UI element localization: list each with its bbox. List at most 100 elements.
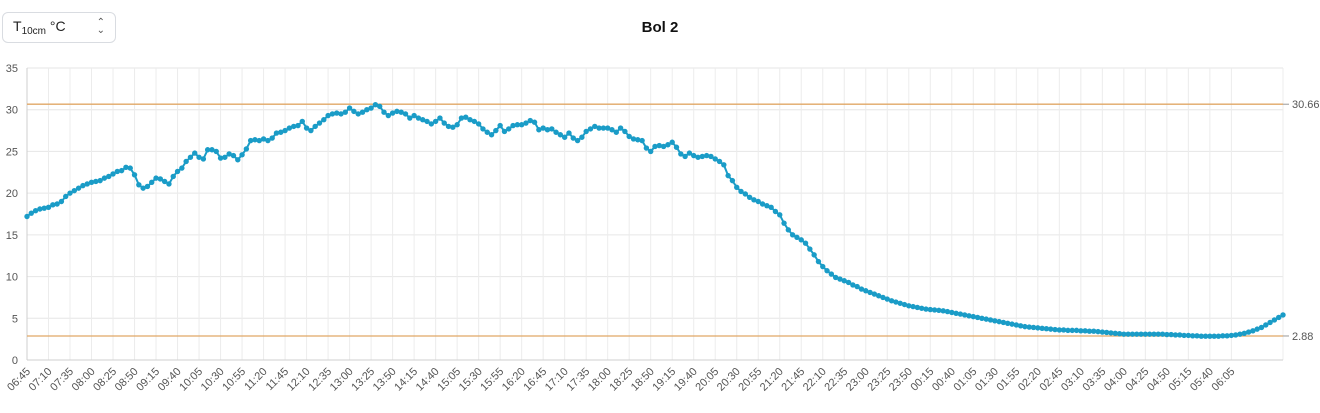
data-point [187,154,194,160]
data-point [845,279,852,286]
data-point [669,139,675,145]
data-point [299,118,305,125]
data-point [432,118,439,125]
data-point [643,145,650,151]
data-point [901,301,908,308]
data-point [536,127,542,133]
x-tick-label: 07:35 [48,366,76,394]
x-tick-label: 14:40 [414,366,442,394]
data-point [450,124,456,130]
data-point [811,252,817,258]
data-point [949,309,955,316]
data-point [828,271,835,277]
x-tick-label: 14:15 [392,366,420,394]
x-tick-label: 01:05 [951,366,979,394]
data-point [540,125,546,131]
y-tick-label: 5 [12,313,18,325]
data-point [906,303,912,309]
data-point [480,126,486,132]
data-point [101,175,108,181]
data-point [506,126,512,132]
x-tick-label: 03:10 [1059,366,1087,394]
x-tick-label: 05:15 [1167,366,1195,394]
x-tick-label: 17:35 [564,366,592,394]
data-point [1065,327,1071,334]
data-point [1155,331,1161,337]
x-tick-label: 08:50 [113,366,141,394]
data-point [854,283,860,290]
data-point [213,148,219,155]
x-tick-label: 21:20 [758,366,786,394]
data-point [1103,329,1110,336]
x-tick-label: 10:55 [220,366,248,394]
data-point [617,125,624,131]
variable-selector[interactable]: T10cm °C ⌃ ⌄ [2,12,116,43]
data-point [308,127,314,134]
x-tick-label: 09:15 [134,366,162,394]
y-tick-label: 25 [6,146,18,158]
x-tick-label: 16:45 [521,366,549,394]
data-point [269,135,275,141]
data-point [863,288,869,294]
data-point [1035,325,1041,331]
data-point [953,310,959,316]
data-point [665,142,671,148]
data-point [63,193,69,200]
data-point [1056,327,1063,333]
data-point [850,282,856,288]
x-tick-label: 00:40 [930,366,958,394]
x-tick-label: 19:15 [650,366,678,394]
data-point [738,188,744,195]
data-point [407,115,413,121]
data-point [987,317,994,323]
x-tick-label: 17:10 [543,366,571,394]
data-point [389,110,396,116]
data-point [884,296,890,302]
data-point [1237,331,1243,337]
data-point [475,121,482,127]
data-point [67,190,73,196]
data-point [166,181,172,187]
data-point [58,198,65,205]
data-point [527,117,533,124]
data-point [1013,322,1020,328]
data-point [875,293,882,299]
selector-label: T10cm °C [13,18,66,37]
data-point [428,121,435,127]
data-point [1026,324,1032,330]
x-tick-label: 18:50 [629,366,657,394]
data-point [1207,333,1213,339]
y-tick-label: 0 [12,355,18,367]
data-point [936,307,942,314]
data-point [1267,319,1273,326]
y-tick-label: 20 [6,188,18,200]
data-point [1129,331,1136,337]
data-point [153,175,159,181]
reference-label: 30.66 [1292,99,1320,111]
data-point [962,312,968,318]
data-point [1112,330,1118,336]
x-tick-label: 20:55 [736,366,764,394]
data-point [931,307,938,313]
data-point [656,142,662,149]
data-point [695,154,701,160]
data-point [157,176,164,182]
data-point [303,125,310,131]
data-point [1177,332,1183,338]
data-point [686,150,693,156]
data-point [161,178,168,185]
data-point [97,177,103,184]
x-tick-label: 06:45 [5,366,33,394]
data-point [204,147,211,153]
data-point [488,132,495,138]
data-point [325,112,331,119]
data-point [355,111,361,117]
data-point [1220,333,1226,339]
data-point [93,178,99,185]
x-tick-label: 00:15 [908,366,936,394]
data-point [200,156,207,162]
data-point [463,114,469,120]
series-line [26,103,1284,338]
data-point [1185,332,1192,339]
x-tick-label: 12:35 [306,366,334,394]
